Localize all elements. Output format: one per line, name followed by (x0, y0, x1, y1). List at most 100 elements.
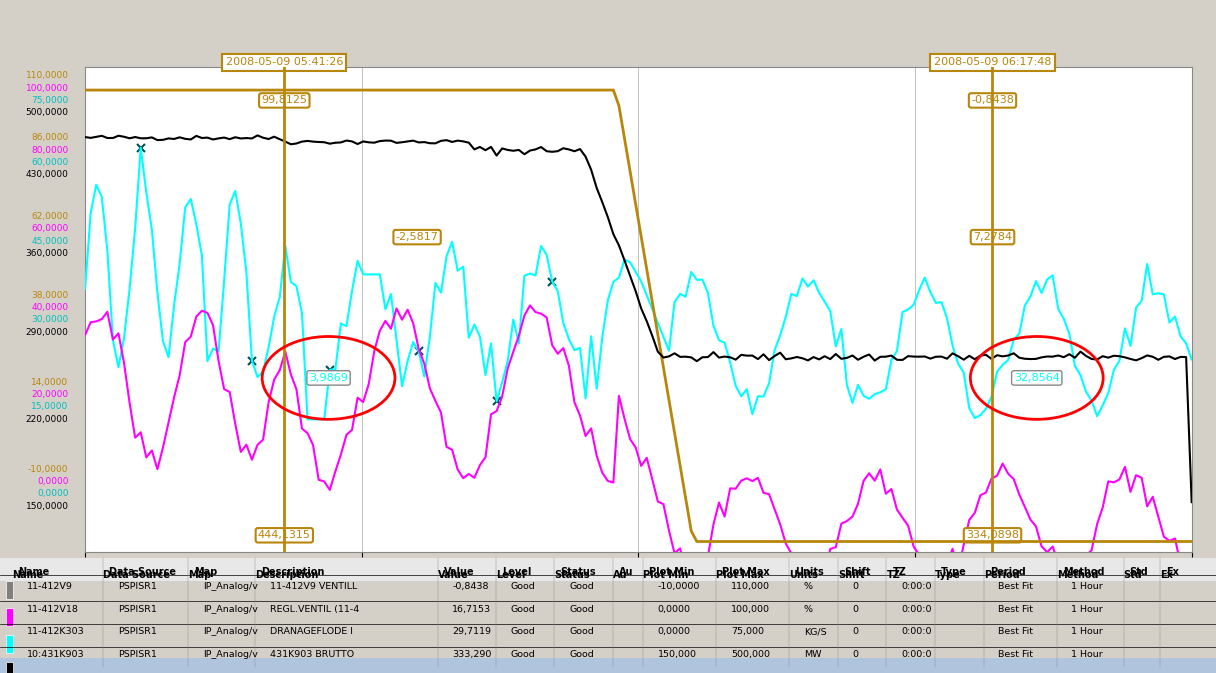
Text: Best Fit: Best Fit (998, 605, 1034, 614)
Text: Best Fit: Best Fit (998, 627, 1034, 636)
Text: REGL.VENTIL (11-4: REGL.VENTIL (11-4 (270, 605, 359, 614)
Text: 360,0000: 360,0000 (26, 249, 68, 258)
Text: 0:00:0: 0:00:0 (901, 627, 931, 636)
Text: Au: Au (619, 567, 634, 577)
Text: 431K903 BRUTTO: 431K903 BRUTTO (270, 650, 354, 659)
Text: Best Fit: Best Fit (998, 650, 1034, 659)
Text: Plot Max: Plot Max (722, 567, 770, 577)
Text: Good: Good (511, 627, 535, 636)
Text: Units: Units (795, 567, 824, 577)
Text: 14,0000: 14,0000 (32, 378, 68, 386)
Text: -10,0000: -10,0000 (28, 464, 68, 474)
Text: Good: Good (569, 650, 593, 659)
Text: 2008-05-09 05:41:26: 2008-05-09 05:41:26 (226, 57, 343, 67)
Text: 0,0000: 0,0000 (36, 489, 68, 499)
Text: 0:00:0: 0:00:0 (901, 582, 931, 591)
Text: Std: Std (1124, 570, 1142, 580)
Text: Plot Max: Plot Max (716, 570, 764, 580)
Text: Plot Min: Plot Min (649, 567, 694, 577)
Text: DRANAGEFLODE I: DRANAGEFLODE I (270, 627, 353, 636)
Text: Name: Name (18, 567, 50, 577)
Bar (6, 608, 13, 626)
Text: 150,0000: 150,0000 (26, 502, 68, 511)
Text: 0: 0 (852, 582, 858, 591)
Text: Au: Au (613, 570, 627, 580)
Text: -2,5817: -2,5817 (395, 232, 439, 242)
Text: 0,0000: 0,0000 (36, 477, 68, 486)
Text: Data Source: Data Source (103, 570, 170, 580)
Text: 60,0000: 60,0000 (32, 158, 68, 167)
Text: TZ: TZ (893, 567, 906, 577)
Text: 86,0000: 86,0000 (32, 133, 68, 142)
Text: 75,000: 75,000 (731, 627, 764, 636)
Text: 15,0000: 15,0000 (32, 402, 68, 411)
Text: Type: Type (935, 570, 961, 580)
Text: Value: Value (444, 567, 474, 577)
Text: PSPISR1: PSPISR1 (118, 605, 157, 614)
Text: MW: MW (804, 650, 821, 659)
Text: Plot Min: Plot Min (643, 570, 688, 580)
Text: KG/S: KG/S (804, 627, 827, 636)
Text: Method: Method (1057, 570, 1098, 580)
Text: Description: Description (261, 567, 325, 577)
Text: 32,8564: 32,8564 (1014, 373, 1059, 383)
Text: Good: Good (569, 627, 593, 636)
Bar (6, 581, 13, 599)
Text: IP_Analog/v: IP_Analog/v (203, 605, 258, 614)
Text: Status: Status (554, 570, 590, 580)
Text: 333,290: 333,290 (452, 650, 491, 659)
Text: 444,1315: 444,1315 (258, 530, 311, 540)
Text: Map: Map (188, 570, 212, 580)
Text: Map: Map (195, 567, 218, 577)
Text: 0,0000: 0,0000 (658, 627, 691, 636)
Text: PSPISR1: PSPISR1 (118, 582, 157, 591)
Text: 7,2784: 7,2784 (973, 232, 1012, 242)
Text: 29,7119: 29,7119 (452, 627, 491, 636)
Text: Period: Period (984, 570, 1019, 580)
Text: Method: Method (1063, 567, 1104, 577)
Bar (6, 635, 13, 653)
Text: 100,0000: 100,0000 (26, 83, 68, 92)
Text: 500,000: 500,000 (731, 650, 770, 659)
Text: %: % (804, 582, 812, 591)
Bar (0, 557, 1216, 581)
Text: PSPISR1: PSPISR1 (118, 650, 157, 659)
Text: 99,8125: 99,8125 (261, 96, 308, 106)
Text: -0,8438: -0,8438 (972, 96, 1014, 106)
Bar (0, 658, 1216, 673)
Text: 30,0000: 30,0000 (32, 316, 68, 324)
Text: 150,000: 150,000 (658, 650, 697, 659)
Text: Status: Status (561, 567, 596, 577)
Text: 45,0000: 45,0000 (32, 237, 68, 246)
Text: %: % (804, 605, 812, 614)
Text: Std: Std (1130, 567, 1148, 577)
Text: 1 Hour: 1 Hour (1071, 650, 1103, 659)
Text: 1 Hour: 1 Hour (1071, 582, 1103, 591)
Text: 290,0000: 290,0000 (26, 328, 68, 337)
Text: 0,0000: 0,0000 (658, 605, 691, 614)
Text: -10,0000: -10,0000 (658, 582, 700, 591)
Text: 75,0000: 75,0000 (32, 96, 68, 105)
Text: Shift: Shift (844, 567, 871, 577)
Text: 0:00:0: 0:00:0 (901, 605, 931, 614)
Text: Type: Type (941, 567, 967, 577)
Text: 0: 0 (852, 627, 858, 636)
Text: 40,0000: 40,0000 (32, 303, 68, 312)
Text: Good: Good (569, 605, 593, 614)
Text: 60,0000: 60,0000 (32, 224, 68, 234)
Text: 110,0000: 110,0000 (26, 71, 68, 80)
Text: 10:431K903: 10:431K903 (27, 650, 84, 659)
Text: IP_Analog/v: IP_Analog/v (203, 582, 258, 591)
Text: Level: Level (502, 567, 531, 577)
Text: Level: Level (496, 570, 525, 580)
Text: 11-412V18: 11-412V18 (27, 605, 79, 614)
Text: 1 Hour: 1 Hour (1071, 605, 1103, 614)
Text: 0: 0 (852, 650, 858, 659)
Text: 1 Hour: 1 Hour (1071, 627, 1103, 636)
Text: IP_Analog/v: IP_Analog/v (203, 627, 258, 636)
Text: Description: Description (255, 570, 319, 580)
Text: 0:00:0: 0:00:0 (901, 650, 931, 659)
Text: -0,8438: -0,8438 (452, 582, 489, 591)
Text: Ex: Ex (1160, 570, 1173, 580)
Text: Good: Good (569, 582, 593, 591)
